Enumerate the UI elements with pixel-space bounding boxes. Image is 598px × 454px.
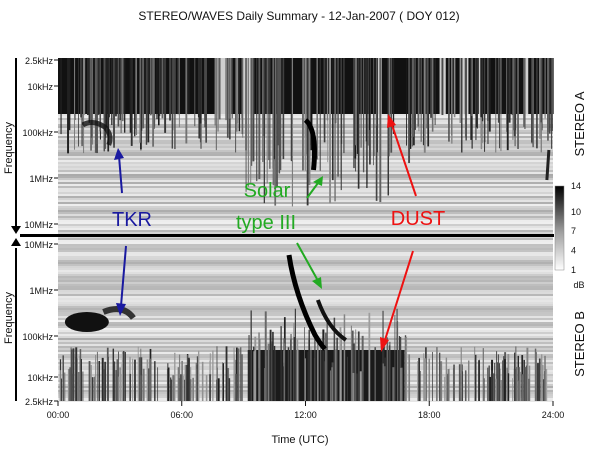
y-tick-label: 1MHz: [29, 174, 53, 184]
x-tick-label: 06:00: [170, 410, 193, 420]
y-tick-label: 1MHz: [29, 286, 53, 296]
y-axis-arrow-bottom: [11, 238, 21, 401]
tkr-arrows: [114, 148, 127, 316]
x-tick-label: 12:00: [294, 410, 317, 420]
stereo-a-y-axis-label: Frequency: [3, 122, 15, 174]
stereo-b-y-ticks: 10MHz 1MHz 100kHz 10kHz 2.5kHz: [22, 240, 58, 407]
colorbar-tick-label: 10: [571, 207, 581, 217]
x-tick-label: 00:00: [47, 410, 70, 420]
stereo-b-label: STEREO B: [572, 311, 587, 377]
stereo-b-spectrogram: [58, 236, 553, 402]
y-tick-label: 10MHz: [24, 220, 53, 230]
colorbar-tick-label: 14: [571, 181, 581, 191]
y-tick-label: 100kHz: [22, 128, 53, 138]
colorbar-tick-label: 7: [571, 226, 576, 236]
y-tick-label: 2.5kHz: [25, 397, 54, 407]
x-axis-label: Time (UTC): [271, 434, 328, 446]
y-tick-label: 2.5kHz: [25, 56, 54, 66]
x-axis: 00:00 06:00 12:00 18:00 24:00: [47, 401, 565, 420]
chart-title: STEREO/WAVES Daily Summary - 12-Jan-2007…: [138, 9, 459, 23]
stereo-b-y-axis-label: Frequency: [3, 292, 15, 344]
stereo-a-dust-spikes: [58, 58, 554, 207]
stereo-a-y-ticks: 2.5kHz 10kHz 100kHz 1MHz 10MHz: [22, 56, 58, 230]
y-tick-label: 10kHz: [27, 373, 53, 383]
dust-annotation: DUST: [391, 208, 445, 230]
x-tick-label: 24:00: [542, 410, 565, 420]
colorbar-tick-label: 4: [571, 246, 576, 256]
type-iii-annotation: type III: [236, 212, 296, 234]
stereo-a-spectrogram: [58, 58, 554, 236]
solar-type-iii-arrows: [296, 176, 323, 289]
colorbar: 14 10 7 4 1 dB: [554, 181, 585, 290]
stereo-b-dust-spikes: [59, 308, 548, 401]
y-tick-label: 100kHz: [22, 332, 53, 342]
y-tick-label: 10MHz: [24, 240, 53, 250]
colorbar-tick-label: 1: [571, 265, 576, 275]
dust-arrows: [380, 114, 417, 352]
x-tick-label: 18:00: [418, 410, 441, 420]
y-axis-arrow-top: [11, 58, 21, 234]
colorbar-unit: dB: [573, 280, 584, 290]
solar-annotation: Solar: [244, 180, 291, 202]
y-tick-label: 10kHz: [27, 82, 53, 92]
tkr-annotation: TKR: [112, 209, 152, 231]
stereo-a-label: STEREO A: [572, 91, 587, 156]
